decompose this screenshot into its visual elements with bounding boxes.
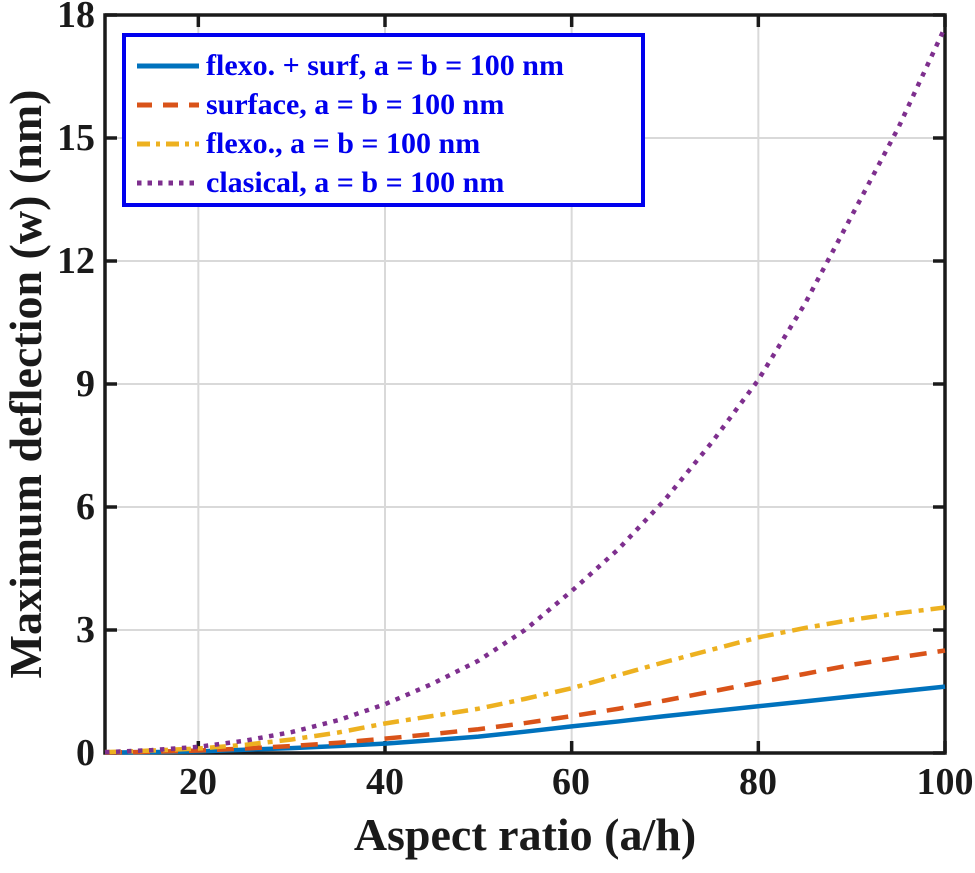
legend-item-surface: surface, a = b = 100 nm bbox=[134, 85, 641, 124]
legend-line-sample-dotted bbox=[137, 180, 199, 185]
series-line-flexo-plus-surface bbox=[104, 684, 946, 755]
x-tick-label-20: 20 bbox=[179, 761, 217, 803]
y-tick-label-3: 3 bbox=[76, 609, 95, 651]
x-tick-label-40: 40 bbox=[366, 761, 404, 803]
legend-item-label: flexo. + surf, a = b = 100 nm bbox=[206, 48, 564, 82]
series-line-flexo bbox=[104, 605, 946, 755]
y-tick-label-15: 15 bbox=[57, 117, 95, 159]
y-tick-label-18: 18 bbox=[57, 0, 95, 36]
legend-item-classical: clasical, a = b = 100 nm bbox=[134, 163, 641, 202]
x-tick-label-60: 60 bbox=[552, 761, 590, 803]
x-tick-label-100: 100 bbox=[916, 761, 974, 803]
x-tick-label-80: 80 bbox=[739, 761, 777, 803]
series-line-surface bbox=[104, 648, 946, 755]
legend-line-sample-dashed bbox=[137, 102, 199, 107]
x-axis-title: Aspect ratio (a/h) bbox=[353, 809, 697, 860]
y-tick-label-12: 12 bbox=[57, 240, 95, 282]
legend-item-flexo-plus-surface: flexo. + surf, a = b = 100 nm bbox=[134, 46, 641, 85]
legend-line-sample-solid bbox=[137, 63, 199, 68]
series-line-classical bbox=[104, 26, 948, 755]
y-tick-label-0: 0 bbox=[76, 732, 95, 774]
legend-line-sample-dashdot bbox=[137, 141, 199, 146]
y-tick-label-9: 9 bbox=[76, 363, 95, 405]
legend-item-label: flexo., a = b = 100 nm bbox=[206, 126, 481, 160]
y-axis-title: Maximum deflection (w) (nm) bbox=[0, 89, 51, 679]
legend-item-flexo: flexo., a = b = 100 nm bbox=[134, 124, 641, 163]
legend: flexo. + surf, a = b = 100 nm surface, a… bbox=[122, 33, 645, 207]
legend-item-label: clasical, a = b = 100 nm bbox=[206, 165, 505, 199]
legend-item-label: surface, a = b = 100 nm bbox=[206, 87, 505, 121]
y-tick-label-6: 6 bbox=[76, 486, 95, 528]
